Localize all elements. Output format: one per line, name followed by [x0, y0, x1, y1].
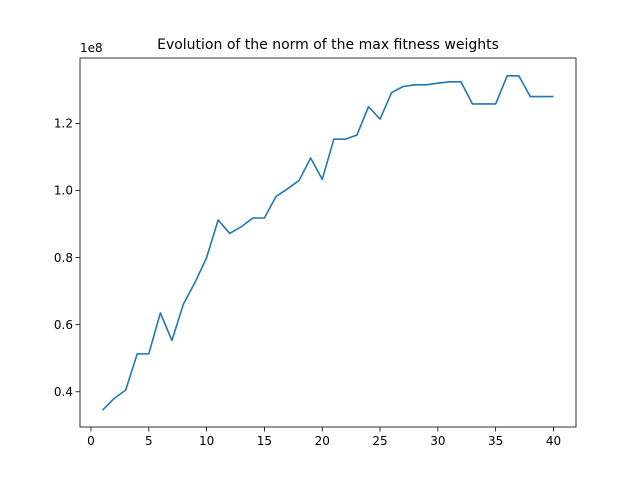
chart-title: Evolution of the norm of the max fitness…	[157, 37, 499, 53]
x-tick-label: 25	[372, 434, 387, 448]
plot-area: 0 5 10 15 20 25 30 35 40 0.4 0.6 0.8 1.0 1.2	[54, 57, 577, 448]
x-tick-label: 15	[257, 434, 272, 448]
x-tick-label: 30	[430, 434, 445, 448]
y-tick-label: 0.6	[54, 318, 73, 332]
y-tick-label: 0.8	[54, 251, 73, 265]
y-tick-label: 1.0	[54, 184, 73, 198]
x-tick-label: 40	[546, 434, 561, 448]
x-tick-label: 20	[315, 434, 330, 448]
y-tick-label: 0.4	[54, 385, 73, 399]
x-tick-label: 5	[145, 434, 153, 448]
y-offset-label: 1e8	[80, 41, 103, 55]
x-tick-label: 35	[488, 434, 503, 448]
axes-frame	[79, 57, 577, 428]
series-line-0	[101, 74, 554, 411]
y-tick-label: 1.2	[54, 117, 73, 131]
x-tick-label: 0	[87, 434, 95, 448]
x-tick-label: 10	[199, 434, 214, 448]
